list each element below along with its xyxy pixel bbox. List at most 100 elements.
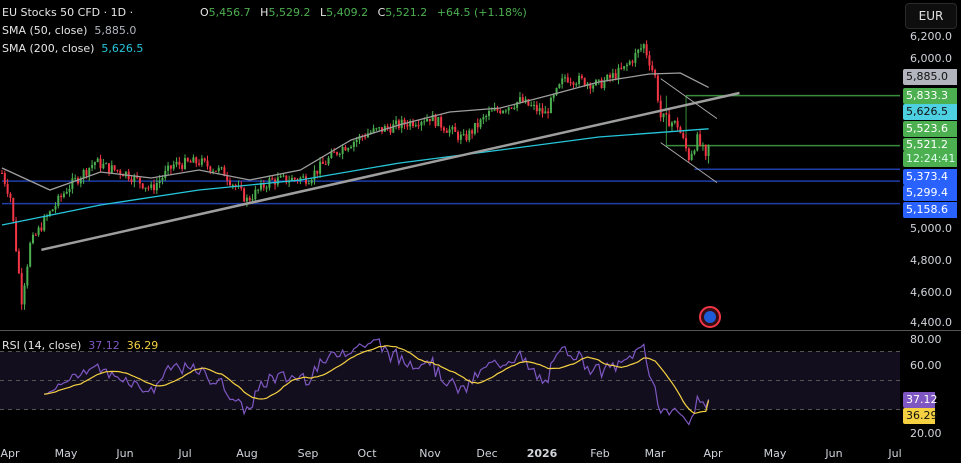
candle-body [423, 121, 426, 123]
candle-body [23, 285, 26, 305]
candle-body [293, 177, 296, 180]
high-label: H [260, 6, 269, 19]
high-value: 5,529.2 [268, 6, 311, 19]
candle-body [290, 177, 293, 182]
candle-body [183, 158, 186, 169]
symbol-title[interactable]: EU Stocks 50 CFD · 1D · [2, 6, 134, 19]
candle-body [254, 189, 257, 200]
candle-body [150, 184, 153, 188]
candle-body [437, 117, 440, 127]
currency-button[interactable]: EUR [905, 3, 957, 29]
candle-body [434, 114, 437, 127]
candle-body [645, 44, 648, 56]
candle-body [479, 119, 482, 128]
candle-body [341, 147, 344, 154]
candle-body [617, 67, 620, 79]
candle-body [335, 152, 338, 155]
candle-body [338, 153, 341, 155]
price-label: 5,521.2 [903, 138, 957, 151]
candle-body [628, 61, 631, 65]
candle-body [107, 163, 110, 173]
candle-body [611, 73, 614, 78]
price-axis-label: 6,000.0 [910, 52, 952, 65]
candle-body [561, 78, 564, 85]
candle-body [324, 163, 327, 165]
candle-body [428, 118, 431, 122]
candle-body [302, 176, 305, 178]
candle-body [640, 48, 643, 50]
candle-body [169, 165, 172, 169]
time-axis-label: Jun [825, 447, 843, 460]
candle-body [381, 127, 384, 132]
candle-body [130, 179, 133, 183]
time-axis-label: Sep [297, 447, 319, 460]
change-value: +64.5 (+1.18%) [436, 6, 527, 19]
candle-body [15, 220, 18, 252]
rsi-value-label: 36.29 [903, 408, 938, 424]
candle-body [65, 191, 68, 194]
rsi-legend[interactable]: RSI (14, close) 37.12 36.29 [2, 339, 158, 352]
candle-body [414, 125, 417, 127]
candle-body [99, 158, 102, 169]
candle-body [321, 161, 324, 164]
time-axis-label: Oct [357, 447, 377, 460]
rsi-ma-value: 36.29 [126, 339, 159, 352]
candle-body [454, 126, 457, 132]
candle-body [378, 127, 381, 129]
time-axis-label: May [763, 447, 787, 460]
candle-body [313, 170, 316, 180]
candle-body [685, 138, 688, 149]
candle-body [285, 175, 288, 183]
candle-body [411, 121, 414, 126]
candle-body [175, 161, 178, 165]
candle-body [397, 120, 400, 129]
candle-body [200, 158, 203, 165]
candle-body [93, 162, 96, 166]
candle-body [217, 167, 220, 172]
candle-body [631, 61, 634, 63]
price-axis-label: 4,800.0 [910, 254, 952, 267]
candle-body [347, 148, 350, 151]
candle-body [485, 115, 488, 118]
price-axis-label: 5,000.0 [910, 222, 952, 235]
rsi-value: 37.12 [88, 339, 120, 352]
sma50-legend[interactable]: SMA (50, close) 5,885.0 [2, 24, 136, 37]
candle-body [409, 121, 412, 127]
candle-body [521, 97, 524, 103]
candle-body [333, 151, 336, 153]
price-label: 5,523.6 [903, 121, 957, 137]
candle-body [642, 44, 645, 49]
candle-body [468, 130, 471, 141]
candle-body [229, 180, 232, 186]
sma200-legend[interactable]: SMA (200, close) 5,626.5 [2, 42, 143, 55]
candle-body [589, 83, 592, 89]
candle-body [625, 64, 628, 67]
candle-body [186, 158, 189, 162]
candle-body [164, 170, 167, 178]
candle-body [392, 124, 395, 133]
candle-body [124, 171, 127, 177]
candle-body [431, 114, 434, 122]
open-label: O [200, 6, 209, 19]
candle-body [386, 126, 389, 128]
candle-body [178, 161, 181, 165]
candle-body [12, 197, 15, 221]
candle-body [597, 79, 600, 81]
open-value: 5,456.7 [208, 6, 251, 19]
candle-body [459, 134, 462, 140]
candle-body [592, 85, 595, 89]
candle-body [369, 132, 372, 134]
candle-body [533, 104, 536, 106]
candle-body [420, 122, 423, 126]
candle-body [552, 94, 555, 98]
candle-body [395, 120, 398, 125]
candle-body [575, 83, 578, 85]
candle-body [693, 150, 696, 154]
candle-body [375, 128, 378, 130]
candle-body [257, 189, 260, 191]
candle-body [212, 170, 215, 172]
price-label: 5,833.3 [903, 88, 957, 104]
candle-body [37, 227, 40, 235]
candle-body [614, 73, 617, 79]
